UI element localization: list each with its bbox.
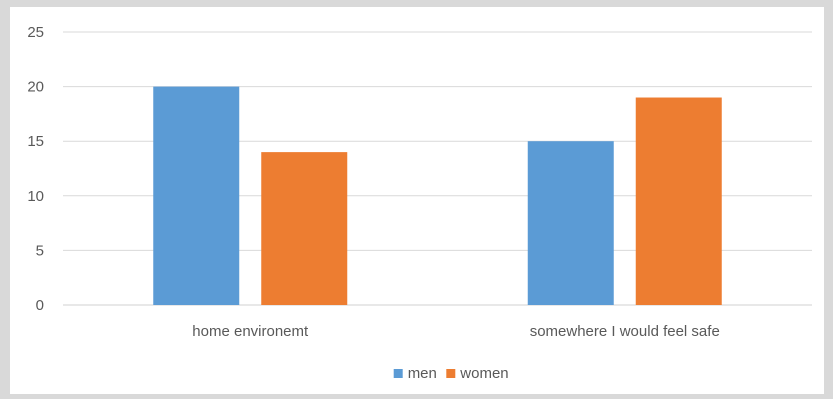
bar-women-1 [635,97,722,306]
y-tick-label: 15 [27,133,44,150]
bar-men-0 [153,86,240,305]
y-tick-label: 25 [27,24,44,41]
y-tick-label: 0 [36,297,44,314]
legend-label-women: women [459,365,508,382]
x-category-label: somewhere I would feel safe [530,323,720,340]
legend-swatch-women [446,369,456,378]
y-tick-label: 20 [27,79,44,96]
legend-label-men: men [408,365,437,382]
y-tick-label: 10 [27,188,44,205]
bar-women-0 [261,152,348,305]
x-category-label: home environemt [192,323,309,340]
bar-men-1 [527,141,614,305]
legend-swatch-men [393,369,403,378]
y-tick-label: 5 [36,242,44,259]
